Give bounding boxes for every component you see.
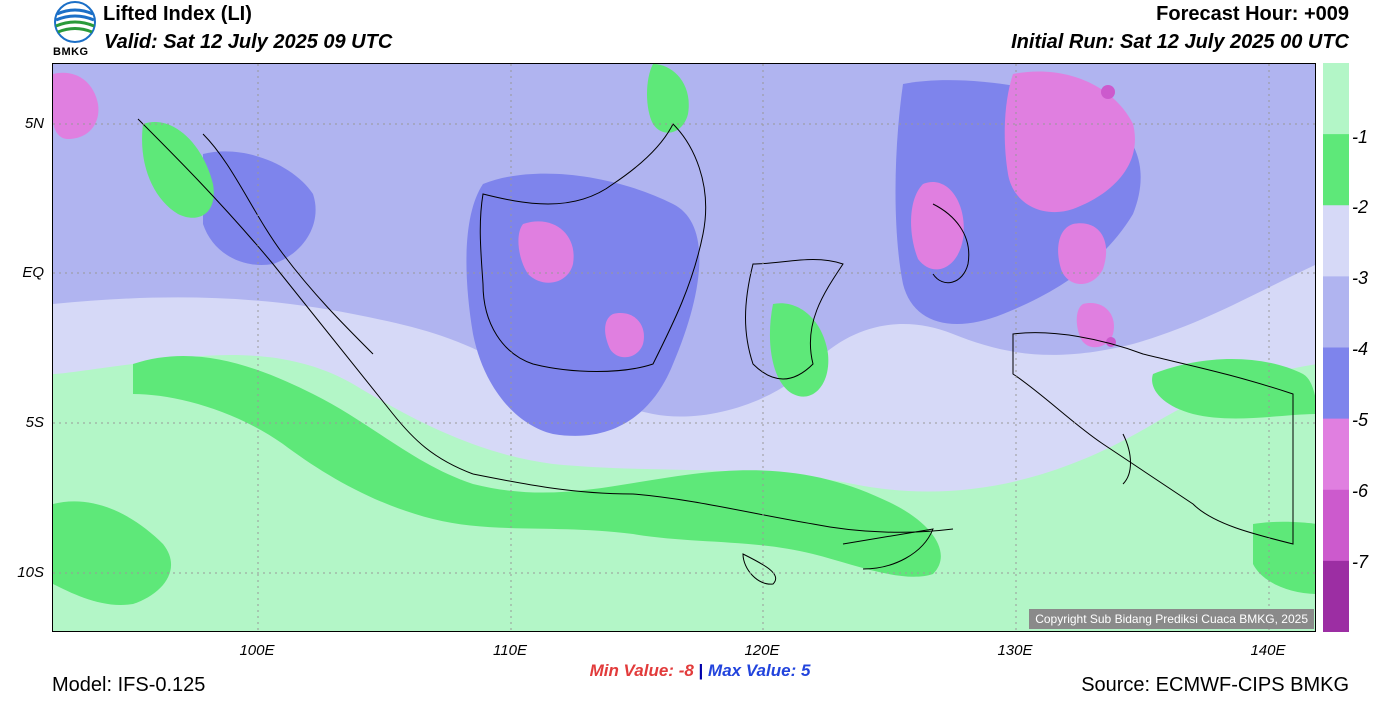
model-info: Model: IFS-0.125 [52,674,206,696]
colorbar-label-1: -1 [1352,127,1369,147]
lon-label-100e: 100E [239,642,275,659]
colorbar-segment [1323,560,1349,633]
lon-label-130e: 130E [997,642,1033,659]
separator: | [698,661,704,680]
valid-time: Valid: Sat 12 July 2025 09 UTC [104,31,393,53]
max-value: 5 [800,661,811,680]
colorbar-label-2: -2 [1352,197,1369,217]
lifted-index-map [52,63,1316,632]
colorbar-segment [1323,347,1349,420]
colorbar-segment [1323,63,1349,135]
colorbar-label-4: -4 [1352,339,1369,359]
colorbar-segment [1323,418,1349,491]
source-info: Source: ECMWF-CIPS BMKG [1081,674,1349,696]
lat-label-5n: 5N [24,115,44,132]
colorbar-label-5: -5 [1352,410,1369,430]
colorbar-segment [1323,489,1349,562]
initial-run: Initial Run: Sat 12 July 2025 00 UTC [1011,31,1349,53]
colorbar-segment [1323,134,1349,206]
colorbar-label-3: -3 [1352,268,1369,288]
lon-label-140e: 140E [1250,642,1286,659]
lat-label-10s: 10S [17,564,44,581]
logo-text: BMKG [53,46,89,58]
min-value: -8 [678,661,694,680]
colorbar-segment [1323,205,1349,277]
lat-label-5s: 5S [25,414,44,431]
colorbar [1323,63,1349,633]
forecast-hour: Forecast Hour: +009 [1156,3,1349,25]
min-max-values: Min Value: -8 | Max Value: 5 [0,661,1400,681]
colorbar-segment [1323,276,1349,349]
max-label: Max Value: [708,661,797,680]
lon-label-120e: 120E [744,642,780,659]
lon-label-110e: 110E [493,642,527,659]
copyright-notice: Copyright Sub Bidang Prediksi Cuaca BMKG… [1029,609,1314,629]
min-label: Min Value: [589,661,674,680]
chart-title: Lifted Index (LI) [103,3,252,25]
bmkg-logo [50,0,100,60]
colorbar-label-6: -6 [1352,481,1369,501]
lat-label-eq: EQ [22,264,44,281]
colorbar-label-7: -7 [1352,552,1369,572]
